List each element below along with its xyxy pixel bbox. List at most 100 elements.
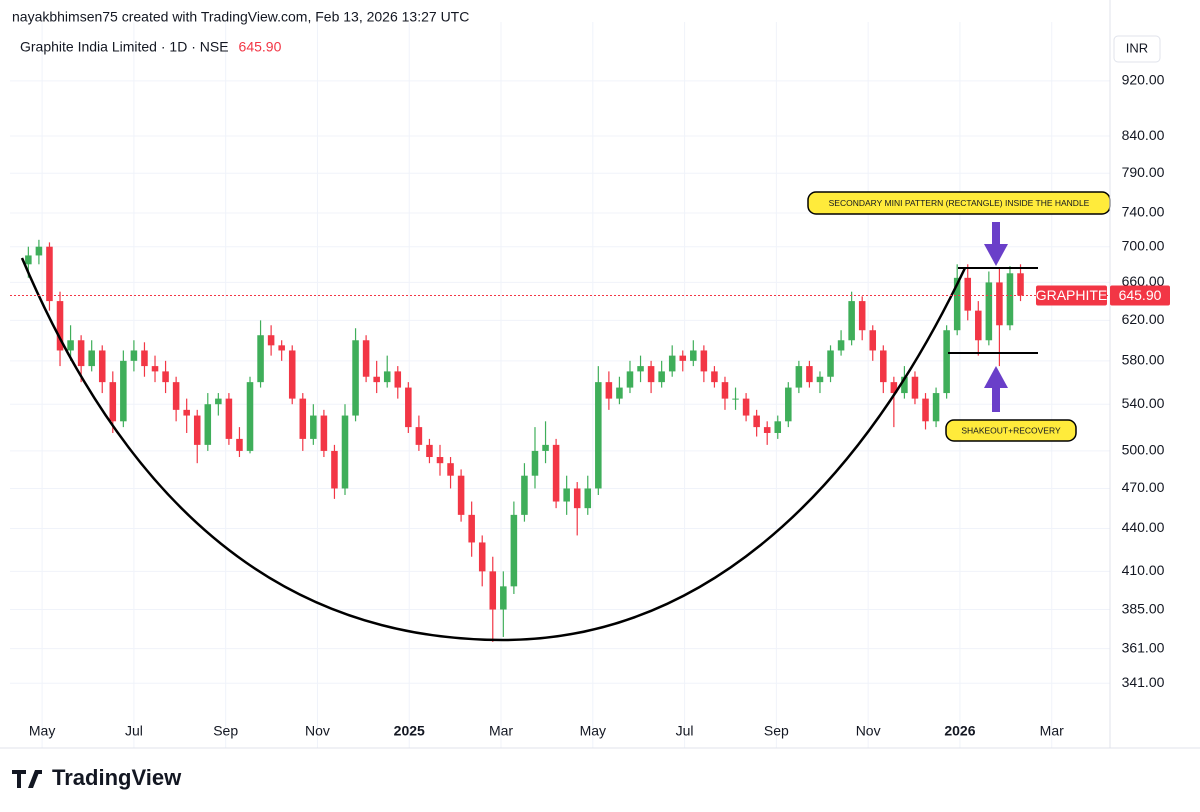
candle-body — [732, 398, 739, 400]
candle-body — [299, 398, 307, 439]
candle-body — [383, 371, 391, 383]
candle-body — [911, 376, 919, 399]
candle-body — [542, 444, 549, 451]
candle-body — [890, 382, 898, 394]
candle-body — [193, 415, 201, 445]
candles — [25, 239, 1024, 642]
y-tick-label: 361.00 — [1122, 639, 1165, 655]
candle-body — [162, 371, 169, 383]
x-tick-label: Mar — [1040, 723, 1064, 739]
brand-logo — [12, 770, 42, 788]
candle-body — [774, 421, 782, 433]
candle-body — [785, 387, 792, 422]
candle-body — [394, 371, 402, 388]
header-price: 645.90 — [239, 39, 282, 55]
candle-body — [236, 438, 243, 451]
candle-body — [225, 398, 233, 439]
candle-body — [98, 350, 106, 383]
candle-body — [500, 586, 507, 610]
candle-body — [763, 427, 771, 433]
price-tag — [1110, 285, 1170, 306]
candle-body — [278, 345, 285, 351]
candle-body — [901, 376, 908, 394]
candle-body — [584, 488, 592, 509]
candle-body — [415, 427, 423, 445]
candle-body — [362, 340, 370, 377]
y-tick-label: 740.00 — [1122, 204, 1165, 220]
x-tick-label: May — [580, 723, 606, 739]
candle-body — [267, 335, 275, 346]
candle-body — [67, 340, 74, 351]
x-tick-label: Nov — [856, 723, 881, 739]
candle-body — [711, 371, 718, 383]
y-tick-label: 540.00 — [1122, 395, 1165, 411]
x-tick-label: 2026 — [944, 723, 975, 739]
candle-body — [869, 330, 877, 351]
y-tick-label: 385.00 — [1122, 600, 1165, 616]
brand: TradingView — [52, 765, 182, 790]
candle-body — [700, 350, 708, 372]
candle-body — [690, 350, 697, 361]
candle-body — [426, 444, 433, 458]
candle-body — [616, 387, 623, 399]
x-tick-label: Sep — [213, 723, 238, 739]
candle-body — [478, 542, 486, 572]
candle-body — [341, 415, 349, 489]
y-tick-label: 470.00 — [1122, 479, 1165, 495]
y-tick-label: 840.00 — [1122, 127, 1165, 143]
candle-body — [848, 301, 855, 341]
candle-body — [310, 415, 317, 439]
candle-body — [436, 457, 444, 464]
candle-body — [932, 393, 940, 422]
x-tick-label: May — [29, 723, 55, 739]
currency-box — [1113, 35, 1161, 63]
candle-body — [626, 371, 634, 388]
candle-body — [816, 376, 824, 383]
candle-body — [521, 475, 528, 515]
candle-body — [151, 366, 159, 372]
candle-body — [257, 335, 264, 383]
y-tick-label: 341.00 — [1122, 674, 1165, 690]
candle-body — [605, 382, 613, 399]
candle-body — [25, 255, 32, 265]
candle-body — [331, 450, 338, 489]
x-tick-label: 2025 — [394, 723, 425, 739]
arrow-down — [984, 222, 1008, 266]
candle-body — [88, 350, 95, 367]
candle-body — [510, 514, 518, 587]
candle-body — [373, 376, 380, 383]
candle-body — [109, 382, 117, 422]
candle-body — [880, 350, 887, 383]
candle-body — [721, 382, 729, 399]
y-tick-label: 440.00 — [1122, 519, 1165, 535]
candle-body — [563, 488, 570, 502]
candle-body — [56, 301, 64, 351]
y-tick-label: 700.00 — [1122, 237, 1165, 253]
y-tick-label: 790.00 — [1122, 164, 1165, 180]
y-tick-label: 620.00 — [1122, 311, 1165, 327]
candle-body — [77, 340, 85, 367]
candle-body — [858, 301, 866, 331]
candle-body — [679, 355, 687, 361]
candle-body — [795, 366, 803, 388]
candle-body — [668, 355, 676, 372]
candle-body — [288, 350, 296, 399]
candle-body — [468, 514, 475, 543]
cup-curve — [20, 257, 967, 642]
candle-body — [637, 366, 644, 372]
candle-body — [827, 350, 834, 377]
candle-body — [742, 398, 750, 416]
candle-body — [595, 382, 602, 489]
candle-body — [120, 360, 127, 422]
candle-body — [806, 366, 813, 383]
candle-body — [352, 340, 359, 416]
candle-body — [753, 415, 760, 428]
candle-body — [1017, 273, 1024, 296]
candle-body — [489, 571, 497, 610]
axes: 341.00 361.00 385.00 410.00 440.00 470.00 500.… — [0, 0, 1200, 749]
candle-body — [953, 277, 961, 331]
symbol-tag — [1036, 285, 1107, 306]
candle-body — [246, 382, 254, 451]
